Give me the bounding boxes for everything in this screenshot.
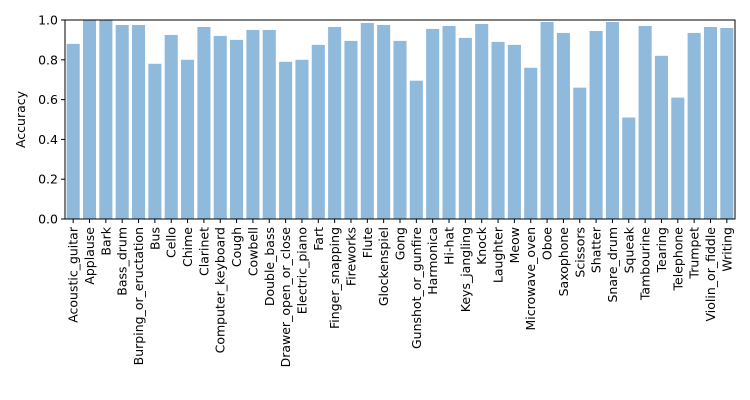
y-tick-label: 0.8 [38,52,58,67]
bar-acoustic_guitar [66,43,80,219]
bar-squeak [622,117,636,219]
x-tick-label: Saxophone [556,227,571,297]
bar-clarinet [197,26,211,219]
x-tick-label: Cough [229,227,244,267]
x-tick-label: Drawer_open_or_close [278,227,293,368]
x-tick-label: Double_bass [262,227,277,306]
x-tick-label: Burping_or_eructation [131,227,146,365]
bar-violin_or_fiddle [703,26,718,219]
x-tick-label: Hi-hat [442,227,457,265]
x-tick-label: Telephone [670,227,685,292]
bar-fireworks [344,40,358,220]
bar-trumpet [687,32,701,219]
bar-drawer_open_or_close [279,61,293,219]
x-tick-label: Shatter [589,226,604,273]
x-tick-label: Bass_drum [115,227,130,296]
x-tick-label: Clarinet [196,227,211,276]
bar-meow [507,44,521,220]
x-tick-label: Cello [164,227,179,258]
bar-telephone [671,97,685,219]
bar-microwave_oven [524,67,538,219]
bar-applause [82,20,97,219]
bar-shatter [589,30,603,220]
x-tick-label: Harmonica [425,227,440,295]
x-tick-label: Gong [393,227,408,260]
x-tick-label: Electric_piano [294,227,309,314]
x-tick-label: Oboe [540,227,555,260]
bar-laughter [491,41,505,219]
x-tick-label: Gunshot_or_gunfire [409,227,424,349]
x-tick-label: Laughter [491,226,506,283]
y-tick-label: 0.6 [38,92,58,107]
bar-chime [181,59,195,219]
bar-oboe [540,21,554,219]
x-tick-label: Applause [82,227,97,285]
bar-tambourine [638,25,652,219]
bar-double_bass [262,29,276,220]
bar-finger_snapping [328,26,342,219]
x-tick-label: Squeak [621,226,636,273]
bar-gong [393,40,407,220]
bar-bus [148,63,162,219]
x-tick-label: Scissors [572,227,587,278]
y-tick-label: 1.0 [38,13,58,28]
x-tick-label: Chime [180,227,195,267]
x-tick-label: Fart [311,227,326,251]
y-axis-ticks: 0.0 0.2 0.4 0.6 0.8 1.0 [38,13,65,227]
y-tick-label: 0.2 [38,172,58,187]
x-tick-label: Knock [474,226,489,265]
x-axis-ticks: Acoustic_guitar Applause Bark Bass_drum Burp… [66,219,734,368]
x-tick-label: Computer_keyboard [213,227,228,353]
x-tick-label: Acoustic_guitar [66,226,81,323]
x-tick-label: Trumpet [687,227,702,280]
y-tick-label: 0.0 [38,212,58,227]
bars-group [66,20,734,220]
x-tick-label: Fireworks [343,227,358,286]
bar-flute [360,22,374,219]
x-tick-label: Cowbell [245,227,260,276]
x-tick-label: Glockenspiel [376,227,391,306]
bar-bass_drum [115,24,129,219]
bar-hi-hat [442,25,456,219]
x-tick-label: Snare_drum [605,227,620,303]
bar-glockenspiel [377,24,391,219]
x-tick-label: Writing [719,227,734,272]
plot-frame [64,19,736,220]
x-tick-label: Bus [147,227,162,250]
bar-gunshot_or_gunfire [409,80,423,219]
bar-electric_piano [295,59,309,219]
bar-tearing [654,55,668,219]
bar-cowbell [246,29,260,220]
bar-computer_keyboard [213,35,227,219]
y-tick-label: 0.4 [38,132,58,147]
bar-fart [311,44,325,220]
x-tick-label: Bark [98,226,113,255]
bar-scissors [573,87,587,219]
bar-writing [720,27,734,220]
x-tick-label: Microwave_oven [523,227,538,331]
x-tick-label: Tearing [654,227,669,273]
bar-snare_drum [605,21,619,219]
x-tick-label: Meow [507,227,522,263]
x-tick-label: Tambourine [638,227,653,301]
bar-burping_or_eructation [132,24,146,219]
bar-harmonica [426,28,440,220]
bar-knock [475,23,489,220]
bar-cough [230,39,244,220]
x-tick-label: Flute [360,227,375,258]
bar-keys_jangling [458,37,472,219]
x-tick-label: Finger_snapping [327,227,342,329]
bar-cello [164,34,178,219]
x-tick-label: Keys_jangling [458,227,473,312]
y-axis-label: Accuracy [13,90,28,148]
bar-saxophone [556,32,570,219]
x-tick-label: Violin_or_fiddle [703,227,718,322]
bar-bark [99,20,113,219]
